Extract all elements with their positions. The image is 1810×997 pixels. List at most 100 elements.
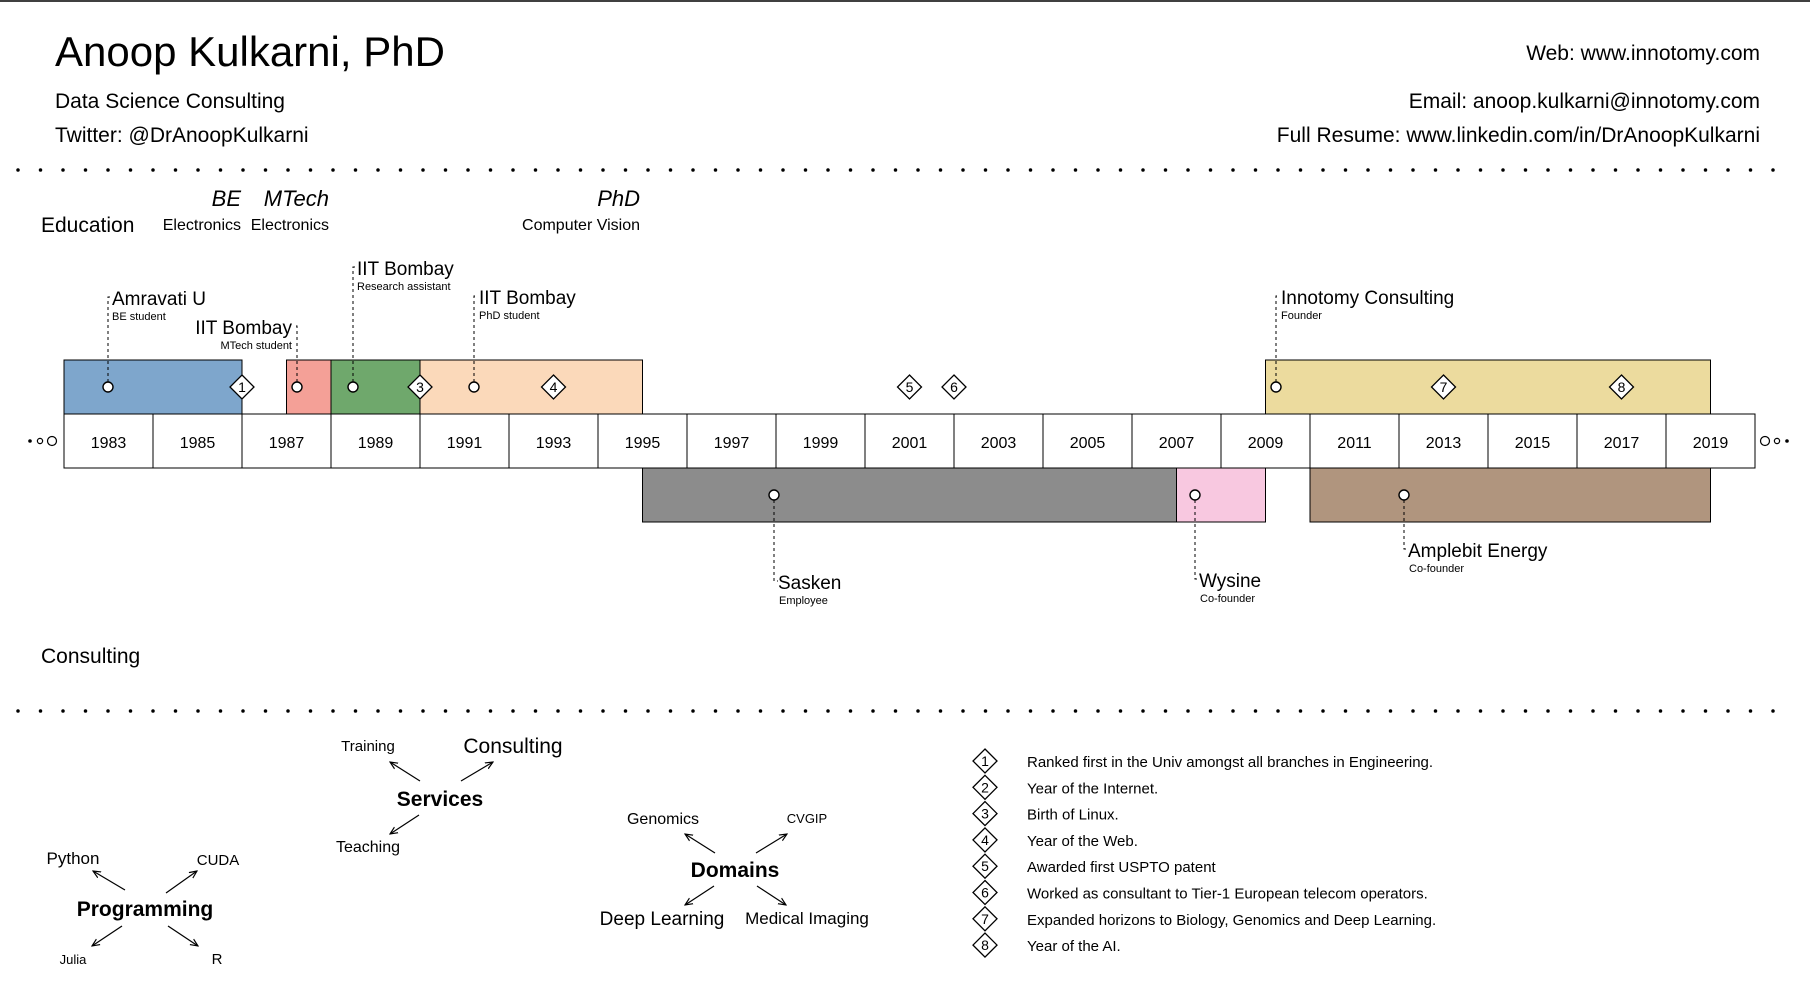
period-bar <box>1265 359 1711 415</box>
year-label: 1995 <box>625 435 661 452</box>
period-marker <box>1398 489 1410 501</box>
year-cell: 1983 <box>63 413 154 469</box>
year-cell: 2019 <box>1665 413 1756 469</box>
period-marker <box>102 381 114 393</box>
period-label: Innotomy Consulting <box>1281 288 1454 309</box>
period-marker <box>1189 489 1201 501</box>
period-role: BE student <box>112 311 166 323</box>
period-marker <box>468 381 480 393</box>
year-label: 2017 <box>1604 435 1640 452</box>
period-amravati: Amravati U BE student <box>63 289 243 415</box>
year-cell: 2009 <box>1220 413 1311 469</box>
year-cell: 2003 <box>953 413 1044 469</box>
legend-text: Worked as consultant to Tier-1 European … <box>1027 886 1428 903</box>
year-cell: 2007 <box>1131 413 1222 469</box>
year-cell: 2015 <box>1487 413 1578 469</box>
degree-field: Electronics <box>251 217 329 234</box>
period-iitb-phd: IIT Bombay PhD student <box>419 288 643 415</box>
degree-be: BE Electronics <box>163 186 242 234</box>
year-cell: 2013 <box>1398 413 1489 469</box>
period-connector <box>773 500 778 582</box>
web-link[interactable]: Web: www.innotomy.com <box>1526 42 1760 65</box>
milestone-marker-8: 8 <box>1608 374 1635 400</box>
year-label: 2011 <box>1337 435 1372 452</box>
legend-marker: 2 <box>972 774 998 801</box>
milestone-marker-6: 6 <box>941 374 967 400</box>
milestone-number: 1 <box>238 379 246 395</box>
year-cell: 1997 <box>686 413 777 469</box>
twitter-handle[interactable]: Twitter: @DrAnoopKulkarni <box>55 124 309 147</box>
year-label: 2015 <box>1515 435 1551 452</box>
legend-marker: 6 <box>972 879 998 906</box>
resume-link[interactable]: Full Resume: www.linkedin.com/in/DrAnoop… <box>1277 124 1760 147</box>
cluster-arrow <box>165 871 197 894</box>
milestone-number: 2 <box>981 779 989 795</box>
cluster-item: Teaching <box>336 839 400 856</box>
period-role: Founder <box>1281 310 1322 322</box>
period-label: Amplebit Energy <box>1408 541 1548 562</box>
year-label: 1989 <box>358 435 394 452</box>
period-connector <box>1194 500 1199 580</box>
cluster-services: Services Training Consulting Teaching <box>336 735 563 856</box>
year-cell: 1995 <box>597 413 688 469</box>
cluster-item: Python <box>47 849 100 868</box>
milestone-markers: 1 3 4 5 6 7 8 <box>229 374 1635 400</box>
person-name: Anoop Kulkarni, PhD <box>55 28 445 75</box>
legend-marker: 4 <box>972 826 998 853</box>
milestone-number: 6 <box>981 885 989 901</box>
legend-marker: 3 <box>972 800 998 827</box>
year-label: 1993 <box>536 435 572 452</box>
milestone-number: 5 <box>981 858 989 874</box>
cluster-center-label: Services <box>397 788 483 811</box>
year-label: 2005 <box>1070 435 1106 452</box>
cluster-arrow <box>460 762 493 782</box>
year-cell: 2011 <box>1309 413 1400 469</box>
cluster-center-label: Programming <box>77 898 214 921</box>
period-label: IIT Bombay <box>357 259 454 280</box>
email-link[interactable]: Email: anoop.kulkarni@innotomy.com <box>1409 90 1760 113</box>
milestone-marker-4: 4 <box>540 374 567 400</box>
cluster-domains: Domains Genomics CVGIP Deep Learning Med… <box>600 811 869 930</box>
legend-row: 6 Worked as consultant to Tier-1 European… <box>972 879 1428 906</box>
year-label: 2013 <box>1426 435 1462 452</box>
legend-row: 5 Awarded first USPTO patent <box>972 853 1217 880</box>
milestone-marker-5: 5 <box>896 374 923 400</box>
year-axis: 1983 1985 1987 1989 1991 1993 1995 1997 1999 2001… <box>63 413 1756 469</box>
legend-text: Year of the AI. <box>1027 938 1121 955</box>
cluster-center-label: Domains <box>691 859 780 882</box>
period-connector <box>1275 295 1280 382</box>
period-role: Co-founder <box>1409 563 1464 575</box>
cluster-arrow <box>685 834 716 854</box>
milestone-legend: 1 Ranked first in the Univ amongst all br… <box>972 748 1436 959</box>
period-label: Wysine <box>1199 571 1261 592</box>
education-heading: Education <box>41 214 134 237</box>
period-wysine: Wysine Co-founder <box>1176 467 1266 605</box>
degree-phd: PhD Computer Vision <box>522 186 640 234</box>
year-label: 2003 <box>981 435 1017 452</box>
period-bar <box>63 359 243 415</box>
year-cell: 1989 <box>330 413 421 469</box>
cluster-item: Consulting <box>463 735 562 758</box>
year-label: 2007 <box>1159 435 1195 452</box>
milestone-number: 5 <box>906 379 914 395</box>
legend-text: Year of the Internet. <box>1027 780 1158 797</box>
cluster-item: Medical Imaging <box>745 909 869 928</box>
cluster-arrow <box>755 834 787 854</box>
legend-row: 7 Expanded horizons to Biology, Genomics … <box>972 905 1436 932</box>
period-connector <box>107 296 112 382</box>
cluster-arrow <box>685 885 715 905</box>
legend-row: 4 Year of the Web. <box>972 826 1138 853</box>
cluster-arrow <box>93 871 126 891</box>
period-bar <box>419 359 643 415</box>
degree-title: PhD <box>597 186 640 211</box>
legend-marker: 1 <box>972 748 998 774</box>
milestone-number: 3 <box>416 379 424 395</box>
period-innotomy: Innotomy Consulting Founder <box>1265 288 1711 415</box>
legend-text: Year of the Web. <box>1027 833 1138 850</box>
year-cell: 2001 <box>864 413 955 469</box>
milestone-number: 1 <box>981 753 989 769</box>
cluster-item: Genomics <box>627 811 699 828</box>
period-amplebit: Amplebit Energy Co-founder <box>1309 467 1711 575</box>
year-cell: 1985 <box>152 413 243 469</box>
